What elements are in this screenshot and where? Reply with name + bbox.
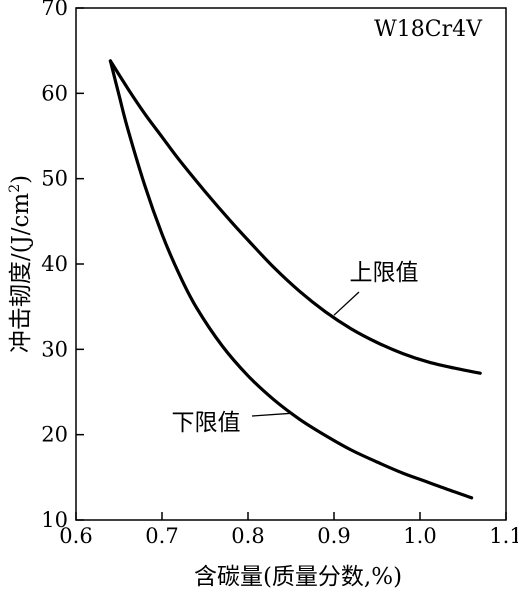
y-tick-label: 20 bbox=[41, 423, 68, 447]
y-tick-label: 70 bbox=[41, 0, 68, 20]
series-layer bbox=[108, 59, 482, 500]
lower-limit-curve bbox=[108, 59, 474, 500]
lower-limit-callout-leader bbox=[251, 412, 292, 417]
upper-limit-curve bbox=[108, 59, 482, 375]
y-tick-label: 60 bbox=[41, 81, 68, 105]
y-axis-label-superscript: 2 bbox=[7, 184, 23, 193]
x-axis-label: 含碳量(质量分数,%) bbox=[194, 564, 402, 590]
upper-limit-callout-leader bbox=[333, 291, 360, 316]
x-tick-label: 0.8 bbox=[231, 524, 264, 548]
y-tick-label: 50 bbox=[41, 167, 68, 191]
y-axis-label-main: 冲击韧度/(J/cm bbox=[8, 193, 34, 354]
lower-limit-callout-label: 下限值 bbox=[172, 410, 241, 436]
x-tick-label: 0.7 bbox=[145, 524, 178, 548]
y-tick-label: 10 bbox=[41, 508, 68, 532]
x-tick-label: 1.1 bbox=[489, 524, 518, 548]
y-axis-label-close: ) bbox=[8, 175, 34, 184]
chart-title: W18Cr4V bbox=[374, 17, 483, 42]
x-tick-label: 1.0 bbox=[403, 524, 436, 548]
y-tick-label: 30 bbox=[41, 337, 68, 361]
plot-frame bbox=[75, 7, 507, 521]
y-axis-label: 冲击韧度/(J/cm2) bbox=[7, 175, 34, 353]
axis-ticks: 0.6 0.7 0.8 0.9 1.0 1.1 10 20 30 40 50 60 70 bbox=[41, 0, 518, 548]
x-tick-label: 0.9 bbox=[317, 524, 350, 548]
x-tick-label: 0.6 bbox=[59, 524, 92, 548]
upper-limit-callout-label: 上限值 bbox=[350, 260, 419, 286]
y-tick-label: 40 bbox=[41, 252, 68, 276]
